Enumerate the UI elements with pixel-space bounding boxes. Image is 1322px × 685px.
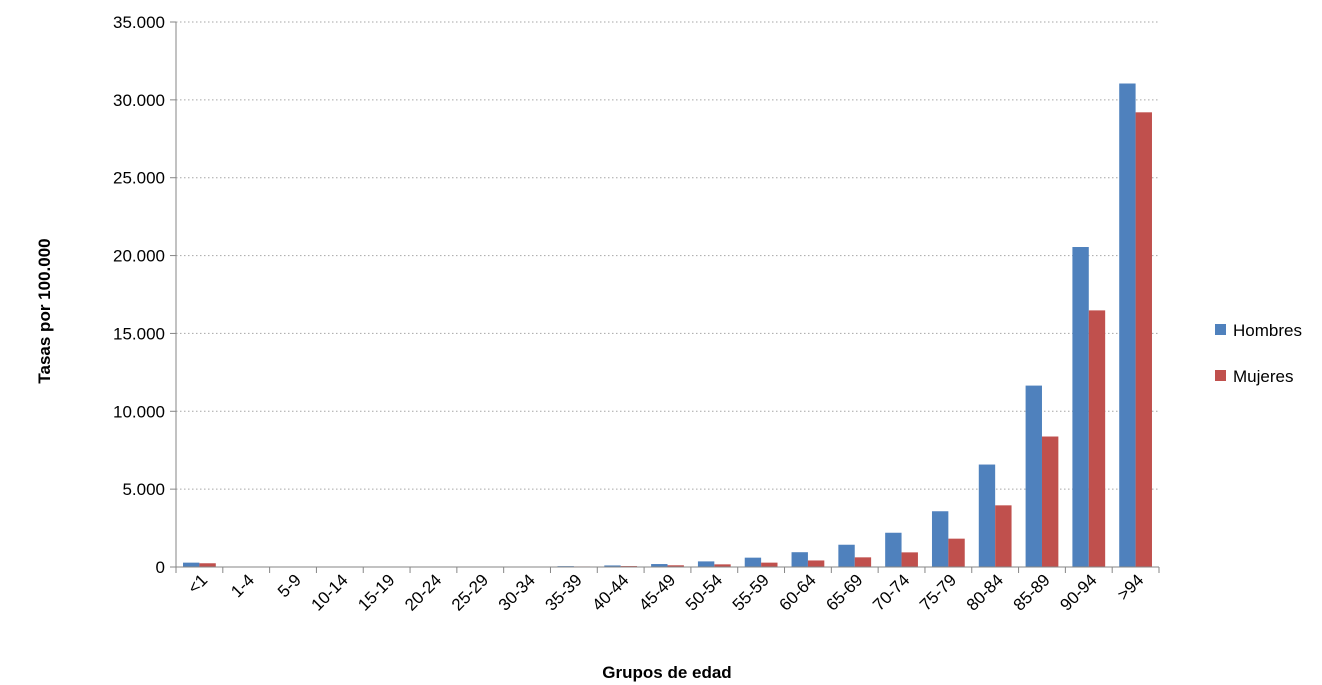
bars: [183, 83, 1152, 568]
bar-hombres-20: [1119, 83, 1136, 567]
x-tick-label: 15-19: [354, 570, 398, 614]
y-tick-label: 35.000: [113, 13, 165, 32]
y-axis-title: Tasas por 100.000: [35, 238, 54, 383]
y-tick-label: 5.000: [122, 480, 165, 499]
bar-hombres-15: [885, 532, 902, 567]
x-tick-label: <1: [184, 570, 211, 597]
bar-mujeres-13: [807, 560, 825, 567]
y-tick-label: 30.000: [113, 91, 165, 110]
gridlines: [176, 21, 1159, 490]
bar-mujeres-0: [199, 563, 216, 567]
bar-mujeres-11: [714, 564, 731, 567]
y-tick-label: 25.000: [113, 169, 165, 188]
x-tick-label: >94: [1114, 570, 1148, 604]
x-tick-label: 25-29: [448, 570, 492, 614]
x-tick-label: 80-84: [963, 570, 1007, 614]
x-tick-label: 60-64: [776, 570, 820, 614]
x-tick-label: 10-14: [307, 570, 351, 614]
x-tick-labels: <1 1-4 5-9 10-14 15-19 20-24 25-29 30-34 35-39 40…: [184, 570, 1147, 614]
legend-label-mujeres: Mujeres: [1233, 367, 1293, 386]
bar-mujeres-16: [948, 538, 965, 567]
legend-label-hombres: Hombres: [1233, 321, 1302, 340]
legend-swatch-mujeres: [1215, 370, 1226, 381]
x-tick-label: 90-94: [1056, 570, 1100, 614]
bar-mujeres-10: [667, 565, 684, 567]
x-tick-label: 45-49: [635, 570, 679, 614]
bar-mujeres-12: [761, 562, 778, 567]
bar-mujeres-19: [1088, 310, 1106, 567]
bar-hombres-11: [697, 561, 715, 567]
x-tick-label: 70-74: [869, 570, 913, 614]
legend-swatch-hombres: [1215, 324, 1226, 335]
x-tick-label: 55-59: [729, 570, 773, 614]
axes: [170, 21, 1160, 573]
x-tick-label: 30-34: [495, 570, 539, 614]
x-tick-label: 50-54: [682, 570, 726, 614]
bar-mujeres-14: [854, 557, 872, 567]
y-tick-label: 15.000: [113, 324, 165, 343]
bar-hombres-17: [978, 464, 996, 567]
x-axis-title: Grupos de edad: [602, 663, 731, 682]
bar-hombres-12: [744, 557, 762, 567]
y-tick-labels: 0 5.000 10.000 15.000 20.000 25.000 30.000 35.0…: [113, 13, 165, 577]
x-tick-label: 75-79: [916, 570, 960, 614]
bar-mujeres-18: [1041, 436, 1059, 567]
x-tick-label: 1-4: [227, 570, 258, 601]
x-tick-label: 20-24: [401, 570, 445, 614]
x-tick-label: 65-69: [822, 570, 866, 614]
x-tick-label: 5-9: [274, 570, 305, 601]
bar-hombres-19: [1072, 247, 1089, 567]
bar-hombres-14: [838, 544, 855, 567]
bar-hombres-13: [791, 552, 808, 567]
bar-mujeres-15: [901, 552, 918, 567]
y-tick-label: 20.000: [113, 247, 165, 266]
bar-hombres-16: [931, 511, 949, 567]
x-tick-label: 40-44: [588, 570, 632, 614]
y-tick-label: 0: [156, 558, 165, 577]
bar-hombres-10: [651, 564, 668, 567]
x-tick-label: 35-39: [542, 570, 586, 614]
bar-hombres-9: [604, 565, 621, 567]
y-tick-label: 10.000: [113, 402, 165, 421]
legend: Hombres Mujeres: [1215, 321, 1302, 386]
bar-hombres-18: [1025, 385, 1042, 567]
bar-mujeres-20: [1135, 112, 1152, 568]
bar-hombres-0: [183, 562, 200, 567]
x-tick-label: 85-89: [1010, 570, 1054, 614]
bar-mujeres-17: [995, 505, 1012, 567]
